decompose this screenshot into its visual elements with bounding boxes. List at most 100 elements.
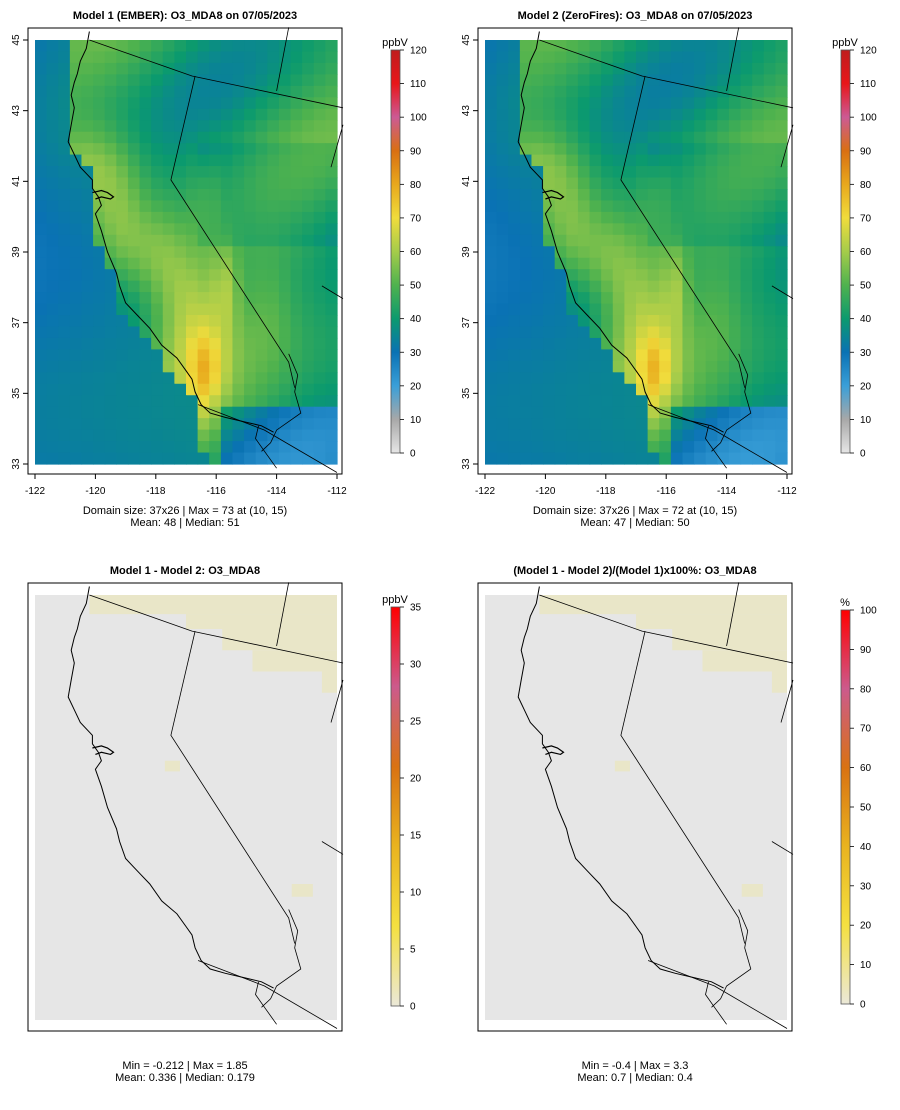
grid-cell [278, 246, 292, 259]
grid-cell [485, 62, 498, 75]
grid-cell [116, 429, 129, 442]
grid-cell [69, 211, 83, 224]
grid-cell [624, 292, 637, 305]
colorbar-gradient [390, 49, 401, 454]
grid-cell [104, 223, 117, 236]
grid-cell [58, 303, 71, 316]
grid-cell [35, 97, 48, 110]
colorbar-tick-label: 80 [860, 684, 872, 695]
grid-cell [35, 211, 48, 224]
grid-cell [519, 303, 533, 316]
grid-cell [209, 326, 222, 339]
grid-cell [717, 223, 730, 236]
x-axis-tick-label: -116 [657, 486, 677, 497]
grid-cell [740, 85, 753, 98]
grid-cell [728, 441, 742, 454]
grid-cell [232, 40, 245, 53]
grid-cell [197, 177, 210, 190]
grid-cell [612, 326, 625, 339]
grid-cell [566, 223, 579, 236]
grid-cell [531, 154, 544, 167]
difference-cell [539, 595, 787, 615]
colorbar-tick-label: 15 [410, 831, 422, 842]
grid-cell [174, 246, 187, 259]
grid-cell [35, 395, 48, 408]
state-border-id-nv [726, 582, 740, 647]
grid-cell [612, 337, 625, 351]
grid-cell [127, 315, 141, 328]
x-axis-tick-label: -118 [146, 486, 166, 497]
grid-cell [612, 280, 625, 293]
grid-cell [255, 303, 268, 316]
grid-cell [752, 269, 765, 282]
grid-cell [209, 292, 222, 305]
difference-cell [614, 760, 630, 772]
grid-cell [116, 383, 129, 396]
grid-cell [104, 131, 117, 144]
grid-cell [531, 177, 544, 190]
grid-cell [232, 441, 245, 454]
grid-cell [485, 246, 498, 259]
grid-cell [531, 85, 544, 98]
grid-cell [220, 177, 234, 190]
grid-cell [636, 452, 649, 465]
grid-cell [670, 337, 684, 351]
colorbar-unit-label: ppbV [382, 37, 408, 49]
grid-cell [232, 108, 245, 121]
state-border-nv-ut [780, 124, 794, 168]
grid-cell [670, 269, 684, 282]
grid-cell [325, 452, 338, 465]
grid-cell [93, 337, 106, 351]
grid-cell [659, 108, 672, 121]
grid-cell [244, 143, 257, 156]
grid-cell [174, 85, 187, 98]
grid-cell [267, 85, 280, 98]
grid-cell [554, 200, 567, 213]
y-axis-tick-label: 43 [461, 105, 472, 117]
grid-cell [740, 395, 753, 408]
grid-cell [682, 395, 695, 408]
grid-cell [104, 154, 117, 167]
grid-cell [670, 234, 684, 247]
state-border-or-ca [89, 39, 344, 109]
grid-cell [244, 177, 257, 190]
colorbar-tick-label: 40 [410, 314, 422, 325]
grid-cell [69, 200, 83, 213]
grid-cell [197, 383, 210, 396]
grid-cell [244, 337, 257, 351]
grid-cell [127, 406, 141, 419]
grid-cell [485, 51, 498, 64]
grid-cell [508, 188, 521, 202]
grid-cell [93, 360, 106, 373]
grid-cell [255, 372, 268, 385]
grid-cell [69, 120, 83, 133]
grid-cell [647, 246, 660, 259]
grid-cell [151, 74, 164, 87]
grid-cell [186, 131, 199, 144]
colorbar-unit-label: ppbV [382, 594, 408, 606]
grid-cell [647, 303, 660, 316]
state-border-nv-ut [330, 124, 344, 168]
grid-cell [197, 131, 210, 144]
grid-cell [485, 372, 498, 385]
grid-cell [624, 166, 637, 179]
grid-cell [752, 429, 765, 442]
grid-cell [220, 120, 234, 133]
grid-cell [775, 315, 788, 328]
grid-cell [577, 143, 591, 156]
grid-cell [577, 418, 591, 431]
grid-cell [740, 349, 753, 362]
grid-cell [127, 143, 141, 156]
grid-cell [209, 143, 222, 156]
grid-cell [209, 131, 222, 144]
grid-cell [93, 154, 106, 167]
grid-cell [46, 292, 59, 305]
grid-cell [624, 223, 637, 236]
grid-cell [775, 337, 788, 351]
grid-cell [313, 349, 326, 362]
grid-cell [659, 280, 672, 293]
grid-cell [647, 108, 660, 121]
grid-cell [232, 360, 245, 373]
